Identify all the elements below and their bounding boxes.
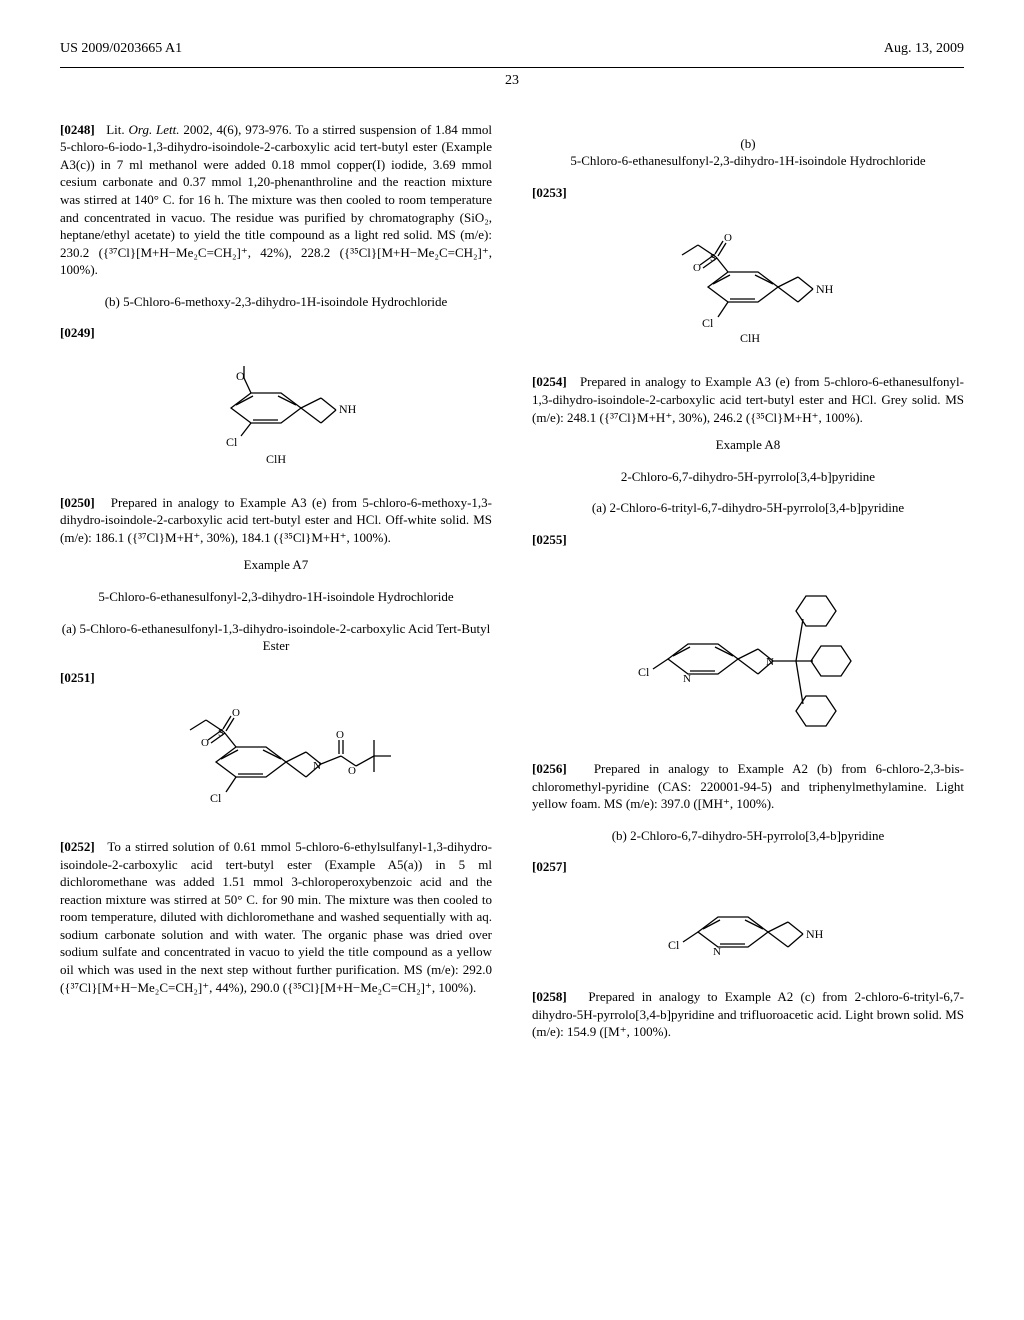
title-b2-line1: (b)	[532, 135, 964, 153]
title-a8a: (a) 2-Chloro-6-trityl-6,7-dihydro-5H-pyr…	[532, 499, 964, 517]
svg-text:O: O	[693, 262, 701, 274]
svg-text:O: O	[201, 737, 209, 749]
page-number: 23	[60, 72, 964, 91]
patent-number: US 2009/0203665 A1	[60, 40, 182, 59]
para-num-0256: [0256]	[532, 761, 567, 776]
chem-structure-4-icon: Cl N N	[628, 564, 868, 744]
svg-text:O: O	[724, 232, 732, 244]
diagram1-label: ClH	[266, 452, 286, 466]
chem-structure-3-icon: O O S Cl NH ClH	[648, 217, 848, 357]
paragraph-0248: [0248] Lit. Org. Lett. 2002, 4(6), 973-9…	[60, 121, 492, 279]
chem-structure-1-icon: O Cl NH ClH	[181, 358, 371, 478]
paragraph-0254: [0254] Prepared in analogy to Example A3…	[532, 373, 964, 426]
title-a7a: (a) 5-Chloro-6-ethanesulfonyl-1,3-dihydr…	[60, 620, 492, 655]
title-b2: (b) 5-Chloro-6-ethanesulfonyl-2,3-dihydr…	[532, 135, 964, 170]
para-num-0251: [0251]	[60, 670, 95, 685]
svg-text:O: O	[336, 729, 344, 741]
diagram3-label: ClH	[740, 331, 760, 345]
structure-diagram-5: Cl N NH	[532, 892, 964, 972]
svg-text:Cl: Cl	[210, 791, 222, 805]
chem-structure-2-icon: O O S Cl N O O	[146, 702, 406, 822]
svg-text:S: S	[710, 252, 716, 264]
title-a7: 5-Chloro-6-ethanesulfonyl-2,3-dihydro-1H…	[60, 588, 492, 606]
left-column: [0248] Lit. Org. Lett. 2002, 4(6), 973-9…	[60, 121, 492, 1049]
para-num-0249: [0249]	[60, 325, 95, 340]
page-header: US 2009/0203665 A1 Aug. 13, 2009	[60, 40, 964, 59]
paragraph-0257: [0257]	[532, 858, 964, 876]
chem-structure-5-icon: Cl N NH	[658, 892, 838, 972]
para-num-0258: [0258]	[532, 989, 567, 1004]
para-num-0254: [0254]	[532, 374, 567, 389]
paragraph-0251: [0251]	[60, 669, 492, 687]
example-a7-heading: Example A7	[60, 556, 492, 574]
p0258-text: Prepared in analogy to Example A2 (c) fr…	[532, 989, 964, 1039]
p0248-prefix: Lit.	[106, 122, 128, 137]
structure-diagram-3: O O S Cl NH ClH	[532, 217, 964, 357]
svg-text:N: N	[713, 946, 721, 958]
svg-text:N: N	[766, 656, 774, 668]
svg-text:Cl: Cl	[226, 435, 238, 449]
example-a8-heading: Example A8	[532, 436, 964, 454]
svg-text:O: O	[348, 765, 356, 777]
p0254-text: Prepared in analogy to Example A3 (e) fr…	[532, 374, 964, 424]
svg-text:NH: NH	[816, 282, 834, 296]
para-num-0257: [0257]	[532, 859, 567, 874]
paragraph-0252: [0252] To a stirred solution of 0.61 mmo…	[60, 838, 492, 996]
header-rule	[60, 67, 964, 68]
p0248-journal: Org. Lett.	[128, 122, 179, 137]
svg-text:S: S	[218, 727, 224, 739]
two-column-layout: [0248] Lit. Org. Lett. 2002, 4(6), 973-9…	[60, 121, 964, 1049]
svg-text:N: N	[683, 673, 691, 685]
paragraph-0253: [0253]	[532, 184, 964, 202]
title-a8b: (b) 2-Chloro-6,7-dihydro-5H-pyrrolo[3,4-…	[532, 827, 964, 845]
structure-diagram-2: O O S Cl N O O	[60, 702, 492, 822]
structure-diagram-4: Cl N N	[532, 564, 964, 744]
p0252-text: To a stirred solution of 0.61 mmol 5-chl…	[60, 839, 492, 994]
title-b: (b) 5-Chloro-6-methoxy-2,3-dihydro-1H-is…	[60, 293, 492, 311]
svg-text:O: O	[232, 707, 240, 719]
title-a8: 2-Chloro-6,7-dihydro-5H-pyrrolo[3,4-b]py…	[532, 468, 964, 486]
svg-text:Cl: Cl	[668, 938, 680, 952]
paragraph-0250: [0250] Prepared in analogy to Example A3…	[60, 494, 492, 547]
svg-text:NH: NH	[806, 927, 824, 941]
paragraph-0249: [0249]	[60, 324, 492, 342]
para-num-0253: [0253]	[532, 185, 567, 200]
svg-text:Cl: Cl	[638, 665, 650, 679]
structure-diagram-1: O Cl NH ClH	[60, 358, 492, 478]
paragraph-0256: [0256] Prepared in analogy to Example A2…	[532, 760, 964, 813]
right-column: (b) 5-Chloro-6-ethanesulfonyl-2,3-dihydr…	[532, 121, 964, 1049]
para-num-0250: [0250]	[60, 495, 95, 510]
p0256-text: Prepared in analogy to Example A2 (b) fr…	[532, 761, 964, 811]
title-b2-line2: 5-Chloro-6-ethanesulfonyl-2,3-dihydro-1H…	[532, 152, 964, 170]
para-num-0252: [0252]	[60, 839, 95, 854]
paragraph-0255: [0255]	[532, 531, 964, 549]
p0248-rest: 2002, 4(6), 973-976. To a stirred suspen…	[60, 122, 492, 277]
svg-text:NH: NH	[339, 402, 357, 416]
svg-text:Cl: Cl	[702, 316, 714, 330]
svg-text:O: O	[236, 369, 245, 383]
p0250-text: Prepared in analogy to Example A3 (e) fr…	[60, 495, 492, 545]
svg-text:N: N	[313, 760, 321, 772]
paragraph-0258: [0258] Prepared in analogy to Example A2…	[532, 988, 964, 1041]
page: US 2009/0203665 A1 Aug. 13, 2009 23 [024…	[0, 0, 1024, 1089]
para-num-0248: [0248]	[60, 122, 95, 137]
publication-date: Aug. 13, 2009	[884, 40, 964, 59]
para-num-0255: [0255]	[532, 532, 567, 547]
